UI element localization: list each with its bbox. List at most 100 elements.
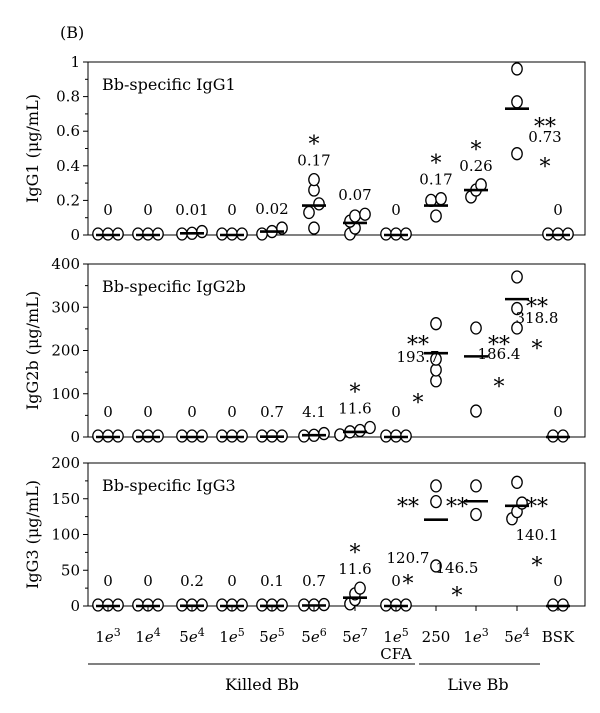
significance-star: * [452,584,463,609]
y-tick-label: 0 [70,597,80,615]
data-point [354,581,366,595]
panels: 0 0.2 0.4 0.6 0.8 1 IgG1 (μg/mL) Bb-specific Ig… [23,53,586,615]
panel-2: 0 100 200 300 400 IgG2b (μg/mL) Bb-specific Ig… [23,255,586,446]
data-group [464,479,488,522]
mean-label: 0.73 [528,128,561,146]
mean-label: 0.7 [260,403,284,421]
panel-3: 0 50 100 150 200 IgG3 (μg/mL) Bb-specific IgG3… [23,454,586,615]
data-group [464,321,488,418]
panel-title: Bb-specific IgG1 [102,75,236,94]
significance-star: * [532,337,543,362]
y-tick-label: 400 [51,255,80,273]
data-group: 0 [132,403,164,443]
data-group: 0.1 [256,572,288,612]
mean-label: 0 [187,403,197,421]
y-tick-label: 0 [70,226,80,244]
data-group: 11.6* [338,541,372,611]
mean-label: 4.1 [302,403,326,421]
data-point [334,428,346,442]
y-tick-label: 0.2 [56,191,80,209]
significance-star: * [350,380,361,405]
significance-star: * [413,391,424,416]
y-tick-label: 200 [51,342,80,360]
panel-title: Bb-specific IgG2b [102,277,246,296]
mean-label: 140.1 [516,526,559,544]
mean-label: 0.26 [459,157,492,175]
mean-label: 0 [391,201,401,219]
x-tick-label: 1e4 [135,626,160,646]
significance-star: * [540,155,551,180]
data-point [470,404,482,418]
mean-label: 0.1 [260,572,284,590]
data-point [313,197,325,211]
data-point [359,207,371,221]
mean-label: 0.17 [419,171,452,189]
significance-star: * [403,572,414,597]
mean-label: 0.07 [338,186,371,204]
data-point [318,426,330,441]
mean-label: 11.6 [338,399,371,417]
mean-label: 0 [143,572,153,590]
data-point [430,494,442,509]
y-tick-label: 300 [51,298,80,316]
x-tick-sublabel: CFA [380,645,412,663]
significance-star: ** [526,295,548,320]
y-tick-label: 50 [61,561,80,579]
mean-label: 120.7 [387,549,430,567]
significance-star: * [431,152,442,177]
data-group [505,475,529,526]
data-point [308,221,320,235]
data-group: 0 [542,201,574,241]
data-group: 0.7 [298,572,330,612]
y-axis-label: IgG1 (μg/mL) [23,94,42,203]
data-point [364,420,376,435]
data-point [430,317,442,331]
figure-label: (B) [60,23,84,42]
data-point [430,209,442,223]
data-group: 0 [92,572,124,612]
data-point [430,479,442,493]
annotation: ** 140.1 * [516,495,559,579]
y-tick-label: 0.8 [56,88,80,106]
x-tick-label: 1e3 [463,626,488,646]
data-group: 0 [546,403,570,443]
data-group: 0 [132,201,164,241]
data-group: 11.6* [334,380,376,442]
mean-label: 0.17 [297,152,330,170]
data-point [470,321,482,335]
mean-label: 0 [391,403,401,421]
significance-star: ** [526,495,548,520]
data-group: 0 [216,201,248,241]
significance-star: ** [534,115,556,140]
annotation: **318.8 * [516,295,559,362]
data-group: 0.01 [175,201,209,241]
y-axis-label: IgG3 (μg/mL) [23,480,42,589]
data-point [196,224,208,239]
data-point [511,301,523,316]
significance-star: * [350,541,361,566]
data-group: 0 [380,403,412,443]
data-group [505,62,529,161]
y-tick-label: 0 [70,428,80,446]
y-tick-label: 200 [51,454,80,472]
mean-label: 0 [227,403,237,421]
significance-star: * [532,554,543,579]
data-point [349,209,361,223]
significance-star: ** [407,333,429,358]
mean-label: 0 [103,201,113,219]
x-group-label: Killed Bb [225,675,299,694]
mean-label: 0 [103,572,113,590]
data-group: 0 [380,201,412,241]
data-group: 0.17* [419,152,453,223]
x-tick-label: 1e3 [95,626,120,646]
mean-label: 0.2 [180,572,204,590]
significance-star: ** [397,495,419,520]
data-group: 0 [132,572,164,612]
annotation: **193.7 * [397,333,440,416]
significance-star: ** [446,495,468,520]
y-tick-label: 0.6 [56,122,80,140]
data-group: 0 [92,403,124,443]
annotation: **0.73 * [528,115,561,180]
